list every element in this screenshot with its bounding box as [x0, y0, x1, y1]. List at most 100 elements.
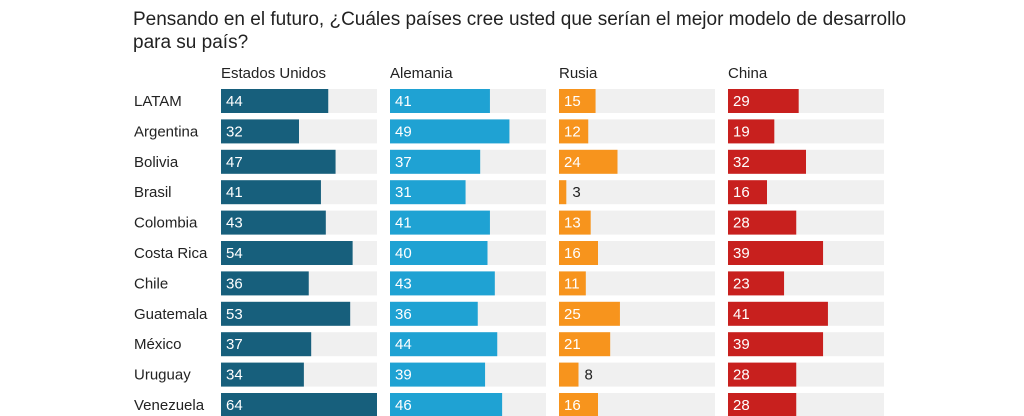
bar-alemania-bolivia	[390, 149, 481, 174]
bar-estados-unidos-guatemala	[221, 301, 351, 326]
data-label-rusia-uruguay: 8	[585, 367, 593, 384]
data-label-china-colombia: 28	[733, 215, 750, 232]
bar-rusia-latam	[559, 89, 596, 113]
data-label-rusia-mexico: 21	[564, 336, 581, 353]
column-header-alemania: Alemania	[390, 65, 453, 82]
bar-estados-unidos-chile	[221, 271, 309, 296]
data-label-estados-unidos-costa-rica: 54	[226, 245, 243, 262]
data-label-estados-unidos-bolivia: 47	[226, 154, 243, 171]
column-header-china: China	[728, 65, 768, 82]
data-label-alemania-mexico: 44	[395, 336, 412, 353]
bar-estados-unidos-brasil	[221, 180, 321, 205]
category-label-venezuela: Venezuela	[134, 397, 205, 414]
category-label-guatemala: Guatemala	[134, 306, 208, 323]
bar-estados-unidos-latam	[221, 89, 329, 113]
bar-rusia-bolivia	[559, 149, 618, 174]
data-label-alemania-costa-rica: 40	[395, 245, 412, 262]
category-label-colombia: Colombia	[134, 215, 198, 232]
category-label-mexico: México	[134, 336, 182, 353]
bar-alemania-guatemala	[390, 301, 478, 326]
bar-china-uruguay	[728, 362, 797, 387]
bar-china-argentina	[728, 119, 775, 144]
data-label-china-costa-rica: 39	[733, 245, 750, 262]
bar-estados-unidos-mexico	[221, 332, 312, 357]
data-label-alemania-brasil: 31	[395, 184, 412, 201]
data-label-rusia-guatemala: 25	[564, 306, 581, 323]
bar-china-brasil	[728, 180, 767, 205]
bar-alemania-latam	[390, 89, 490, 113]
bar-rusia-costa-rica	[559, 241, 598, 265]
data-label-china-guatemala: 41	[733, 306, 750, 323]
bar-estados-unidos-argentina	[221, 119, 299, 144]
category-label-latam: LATAM	[134, 93, 182, 110]
bar-estados-unidos-bolivia	[221, 149, 336, 174]
data-label-rusia-brasil: 3	[572, 184, 580, 201]
bar-rusia-mexico	[559, 332, 611, 357]
bar-rusia-brasil	[559, 180, 567, 205]
bar-alemania-argentina	[390, 119, 510, 144]
bar-china-latam	[728, 89, 799, 113]
category-label-costa-rica: Costa Rica	[134, 245, 208, 262]
data-label-alemania-venezuela: 46	[395, 397, 412, 414]
data-label-estados-unidos-uruguay: 34	[226, 367, 243, 384]
data-label-china-chile: 23	[733, 275, 750, 292]
bar-china-costa-rica	[728, 241, 824, 265]
bar-rusia-uruguay	[559, 362, 579, 387]
data-label-alemania-chile: 43	[395, 275, 412, 292]
data-label-estados-unidos-colombia: 43	[226, 215, 243, 232]
data-label-china-argentina: 19	[733, 123, 750, 140]
data-label-rusia-chile: 11	[564, 275, 580, 292]
data-label-rusia-costa-rica: 16	[564, 245, 581, 262]
bar-rusia-chile	[559, 271, 586, 296]
bar-rusia-guatemala	[559, 301, 620, 326]
data-label-estados-unidos-latam: 44	[226, 93, 243, 110]
bar-track-rusia-argentina	[559, 119, 715, 144]
category-label-argentina: Argentina	[134, 123, 199, 140]
data-label-china-venezuela: 28	[733, 397, 750, 414]
data-label-alemania-uruguay: 39	[395, 367, 412, 384]
data-label-china-bolivia: 32	[733, 154, 750, 171]
category-label-bolivia: Bolivia	[134, 154, 179, 171]
data-label-alemania-argentina: 49	[395, 123, 412, 140]
data-label-rusia-latam: 15	[564, 93, 581, 110]
data-label-rusia-venezuela: 16	[564, 397, 581, 414]
bar-china-mexico	[728, 332, 824, 357]
data-label-rusia-bolivia: 24	[564, 154, 581, 171]
bar-track-rusia-uruguay	[559, 362, 715, 387]
category-label-brasil: Brasil	[134, 184, 172, 201]
data-label-alemania-guatemala: 36	[395, 306, 412, 323]
data-label-rusia-colombia: 13	[564, 215, 581, 232]
bar-alemania-venezuela	[390, 393, 503, 416]
chart-title: Pensando en el futuro, ¿Cuáles países cr…	[133, 9, 907, 53]
bar-alemania-brasil	[390, 180, 466, 205]
bar-rusia-argentina	[559, 119, 589, 144]
data-label-estados-unidos-brasil: 41	[226, 184, 243, 201]
bar-china-bolivia	[728, 149, 806, 174]
column-header-rusia: Rusia	[559, 65, 598, 82]
bar-alemania-colombia	[390, 210, 490, 235]
bar-estados-unidos-uruguay	[221, 362, 304, 387]
bar-china-guatemala	[728, 301, 828, 326]
category-label-chile: Chile	[134, 275, 168, 292]
data-label-estados-unidos-chile: 36	[226, 275, 243, 292]
bar-estados-unidos-costa-rica	[221, 241, 353, 265]
data-label-estados-unidos-mexico: 37	[226, 336, 243, 353]
column-header-estados-unidos: Estados Unidos	[221, 65, 326, 82]
data-label-alemania-colombia: 41	[395, 215, 412, 232]
data-label-estados-unidos-argentina: 32	[226, 123, 243, 140]
bar-alemania-mexico	[390, 332, 498, 357]
data-label-china-mexico: 39	[733, 336, 750, 353]
category-label-uruguay: Uruguay	[134, 367, 191, 384]
data-label-alemania-bolivia: 37	[395, 154, 412, 171]
bar-china-chile	[728, 271, 785, 296]
data-label-estados-unidos-venezuela: 64	[226, 397, 243, 414]
bar-china-venezuela	[728, 393, 797, 416]
data-label-alemania-latam: 41	[395, 93, 412, 110]
data-label-rusia-argentina: 12	[564, 123, 581, 140]
bar-china-colombia	[728, 210, 797, 235]
bar-alemania-costa-rica	[390, 241, 488, 265]
bar-track-rusia-brasil	[559, 180, 715, 205]
bar-rusia-colombia	[559, 210, 591, 235]
bar-estados-unidos-venezuela	[221, 393, 377, 416]
